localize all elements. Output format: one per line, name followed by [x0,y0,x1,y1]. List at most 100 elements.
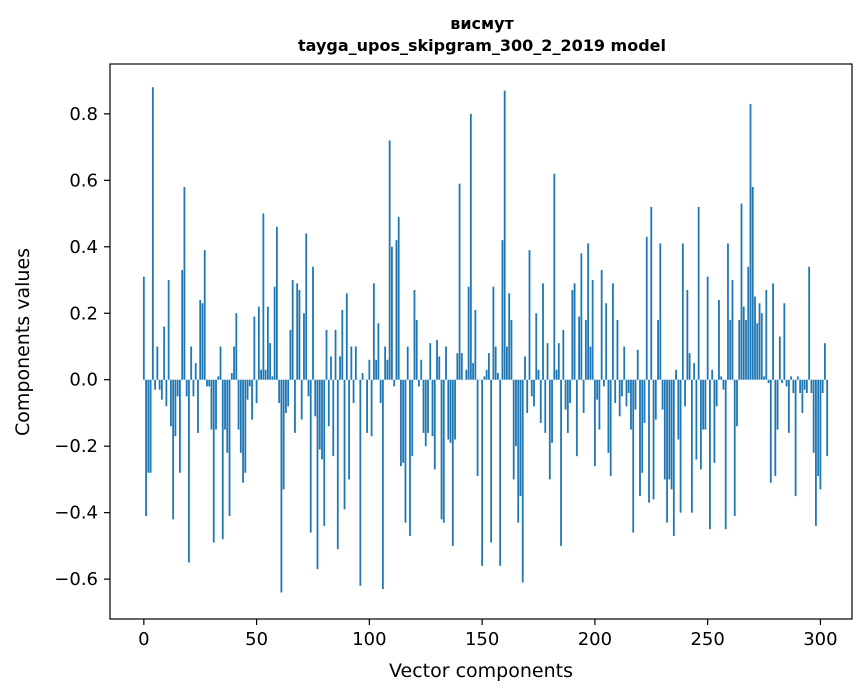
bar [736,379,738,427]
bar [690,379,693,513]
bar [370,379,373,437]
bar [309,379,312,533]
bar [147,379,150,473]
bar [375,359,378,380]
bar [650,206,653,380]
x-tick-label: 50 [245,629,268,650]
bar [352,379,355,403]
bar [287,379,290,407]
bar [160,379,163,400]
bar [492,286,495,380]
bar [269,343,272,380]
bar [217,376,220,380]
bar [436,339,438,380]
bar [648,379,650,503]
bar [294,379,296,433]
bar [350,346,353,380]
y-axis-label: Components values [12,248,34,436]
bar [418,379,420,387]
bar [801,379,804,413]
bar [208,379,211,387]
bar [758,303,761,380]
bar [409,379,411,536]
bar [817,379,820,477]
bar [503,90,506,380]
bar [560,379,562,546]
bar [151,87,154,380]
bar [289,329,292,380]
bar [474,309,477,380]
bar [379,379,382,403]
bar [551,379,553,443]
bar [765,289,768,380]
bar [792,379,795,394]
bar [709,379,711,530]
x-tick-label: 100 [352,629,386,650]
bar [341,309,344,380]
bar [713,379,716,463]
bar [812,379,815,453]
bar [805,379,808,394]
bar [179,379,181,473]
bar [366,379,368,433]
bar [718,299,720,380]
bar [494,346,497,380]
y-tick-label: −0.6 [54,569,98,590]
bar [537,369,540,380]
bar [381,379,384,590]
bar [636,349,639,380]
bar [621,379,623,397]
bar [321,379,323,460]
bar [391,246,393,380]
bar [145,379,147,516]
bar [224,379,226,430]
bar [192,379,195,397]
bar [476,379,479,477]
bar [438,356,441,380]
bar [803,379,806,390]
bar [343,379,346,510]
bar [467,286,470,380]
bar [447,379,450,440]
bar [593,379,596,467]
bar [747,266,750,380]
bar [433,379,436,470]
bar [499,379,502,566]
bar [210,379,213,430]
bar [215,379,217,430]
bar [404,379,407,523]
bar [596,379,599,400]
bar [727,243,729,380]
bar [330,356,332,380]
bar [591,280,594,380]
bar [681,243,684,380]
bar [783,303,786,380]
bar [348,379,350,480]
bar [790,376,792,380]
bar [778,336,781,380]
bar [763,376,765,380]
bar [411,379,414,457]
bar [402,379,405,463]
bar [142,276,145,380]
plot-frame [109,63,853,620]
bar [634,379,637,410]
y-tick-label: −0.2 [54,436,98,457]
bar [296,283,299,380]
bar [354,346,357,380]
bar [384,346,387,380]
bar [481,379,484,566]
bar [731,280,734,380]
bar [397,216,400,380]
bar [487,353,490,380]
bar [695,379,698,460]
bar [738,319,741,380]
bar [562,329,565,380]
bar [639,379,641,497]
bar [781,379,783,384]
bar [539,379,542,423]
bar [557,343,560,380]
bar [415,319,418,380]
bar [555,369,558,380]
